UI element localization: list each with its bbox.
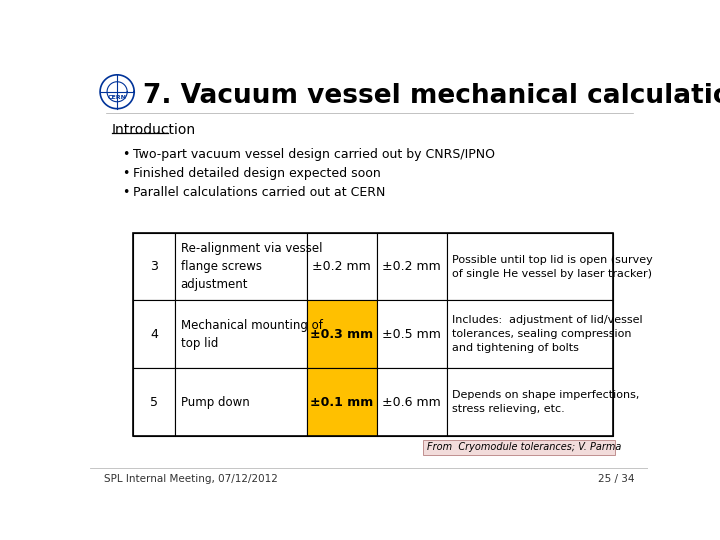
Bar [307,368,377,436]
Text: Possible until top lid is open (survey
of single He vessel by laser tracker): Possible until top lid is open (survey o… [452,254,652,279]
Text: Parallel calculations carried out at CERN: Parallel calculations carried out at CER… [132,186,385,199]
Bar [132,233,175,300]
Text: ±0.3 mm: ±0.3 mm [310,328,374,341]
Text: ±0.1 mm: ±0.1 mm [310,396,374,409]
Bar [175,368,307,436]
Bar [132,368,175,436]
Text: ±0.2 mm: ±0.2 mm [312,260,372,273]
Text: Finished detailed design expected soon: Finished detailed design expected soon [132,167,380,180]
Bar [175,233,307,300]
Text: 5: 5 [150,396,158,409]
Text: 4: 4 [150,328,158,341]
Text: Introduction: Introduction [112,123,196,137]
Text: CERN: CERN [107,94,127,100]
Bar [377,368,446,436]
Text: Two-part vacuum vessel design carried out by CNRS/IPNO: Two-part vacuum vessel design carried ou… [132,148,495,161]
Bar [307,300,377,368]
Text: •: • [122,186,130,199]
Bar [175,300,307,368]
Bar [446,233,613,300]
Bar [446,368,613,436]
Text: Includes:  adjustment of lid/vessel
tolerances, sealing compression
and tighteni: Includes: adjustment of lid/vessel toler… [452,315,642,353]
Text: SPL Internal Meeting, 07/12/2012: SPL Internal Meeting, 07/12/2012 [104,475,278,484]
Bar [377,233,446,300]
Text: 25 / 34: 25 / 34 [598,475,634,484]
Text: Re-alignment via vessel
flange screws
adjustment: Re-alignment via vessel flange screws ad… [181,242,322,291]
Bar [132,300,175,368]
Bar [377,300,446,368]
Text: From  Cryomodule tolerances; V. Parma: From Cryomodule tolerances; V. Parma [427,442,621,453]
Text: ±0.5 mm: ±0.5 mm [382,328,441,341]
Text: Mechanical mounting of
top lid: Mechanical mounting of top lid [181,319,323,350]
Text: ±0.6 mm: ±0.6 mm [382,396,441,409]
Text: •: • [122,148,130,161]
Bar [307,233,377,300]
Text: ±0.2 mm: ±0.2 mm [382,260,441,273]
Bar [132,233,613,436]
Text: Pump down: Pump down [181,396,249,409]
Bar [423,440,616,455]
Text: 7. Vacuum vessel mechanical calculations: 7. Vacuum vessel mechanical calculations [143,83,720,109]
Text: 3: 3 [150,260,158,273]
Bar [446,300,613,368]
Text: •: • [122,167,130,180]
Text: Depends on shape imperfections,
stress relieving, etc.: Depends on shape imperfections, stress r… [452,390,639,414]
